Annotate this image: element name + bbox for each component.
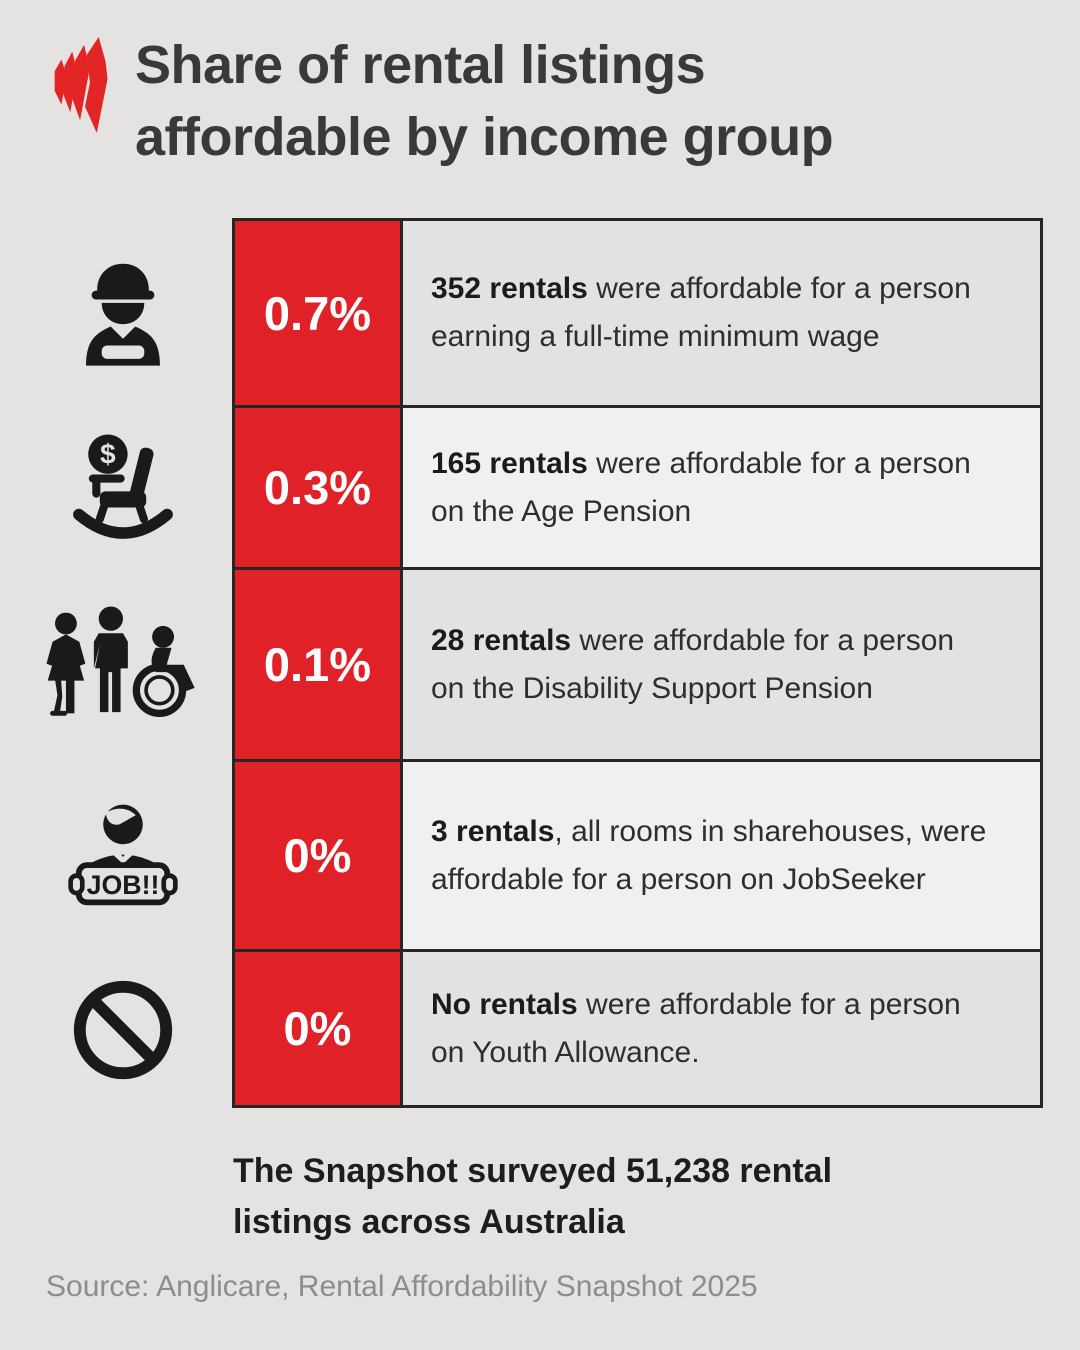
percent-badge: 0.3% bbox=[232, 408, 400, 570]
row-description-text: No rentals were affordable for a person … bbox=[431, 981, 995, 1077]
row-rest: were affordable for a person on the Age … bbox=[431, 446, 971, 528]
dollar-glyph: $ bbox=[100, 438, 116, 469]
survey-note: The Snapshot surveyed 51,238 rental list… bbox=[233, 1152, 833, 1241]
percent-value: 0.7% bbox=[263, 286, 372, 340]
row-highlight: 28 rentals bbox=[431, 623, 572, 657]
income-row-icon bbox=[0, 218, 232, 408]
row-description: 28 rentals were affordable for a person … bbox=[400, 570, 1043, 762]
row-description-text: 28 rentals were affordable for a person … bbox=[431, 617, 995, 713]
row-description: No rentals were affordable for a person … bbox=[400, 952, 1043, 1108]
job-sign-text: JOB!! bbox=[87, 870, 160, 900]
income-row-icon: JOB!! bbox=[0, 762, 232, 952]
percent-value: 0.3% bbox=[263, 461, 372, 514]
construction-worker-icon bbox=[86, 263, 160, 366]
age-pension-icon: $ bbox=[73, 434, 173, 539]
income-row-icon bbox=[0, 952, 232, 1108]
percent-badge: 0.1% bbox=[232, 570, 400, 762]
income-row-icon: $ bbox=[0, 408, 232, 570]
sbs-logo bbox=[54, 36, 108, 134]
page-title-line1: Share of rental listings bbox=[135, 35, 706, 95]
row-description-text: 3 rentals, all rooms in sharehouses, wer… bbox=[431, 808, 995, 904]
row-description-text: 352 rentals were affordable for a person… bbox=[431, 265, 995, 361]
row-rest: were affordable for a person on Youth Al… bbox=[431, 987, 961, 1069]
row-rest: , all rooms in sharehouses, were afforda… bbox=[431, 814, 987, 896]
row-highlight: No rentals bbox=[431, 987, 578, 1021]
percent-value: 0% bbox=[283, 829, 352, 882]
percent-badge: 0% bbox=[232, 952, 400, 1108]
percent-badge: 0% bbox=[232, 762, 400, 952]
row-highlight: 165 rentals bbox=[431, 446, 588, 480]
percent-badge: 0.7% bbox=[232, 218, 400, 408]
row-highlight: 3 rentals bbox=[431, 814, 555, 848]
row-rest: were affordable for a person earning a f… bbox=[431, 272, 971, 353]
page-title-line2: affordable by income group bbox=[135, 106, 834, 167]
row-highlight: 352 rentals bbox=[431, 272, 588, 305]
row-description: 165 rentals were affordable for a person… bbox=[400, 408, 1043, 570]
percent-value: 0% bbox=[283, 1002, 352, 1055]
page-title: Share of rental listings affordable by i… bbox=[135, 30, 1055, 174]
row-description: 352 rentals were affordable for a person… bbox=[400, 218, 1043, 408]
prohibition-icon bbox=[73, 980, 173, 1080]
income-row-icon bbox=[0, 570, 232, 762]
disability-family-icon bbox=[46, 606, 195, 717]
source-attribution: Source: Anglicare, Rental Affordability … bbox=[46, 1270, 758, 1303]
row-description-text: 165 rentals were affordable for a person… bbox=[431, 440, 995, 536]
income-group-table: 0.7% 352 rentals were affordable for a p… bbox=[0, 218, 1043, 1108]
jobseeker-icon: JOB!! bbox=[68, 804, 178, 906]
row-rest: were affordable for a person on the Disa… bbox=[431, 623, 955, 705]
percent-value: 0.1% bbox=[263, 638, 372, 691]
row-description: 3 rentals, all rooms in sharehouses, wer… bbox=[400, 762, 1043, 952]
